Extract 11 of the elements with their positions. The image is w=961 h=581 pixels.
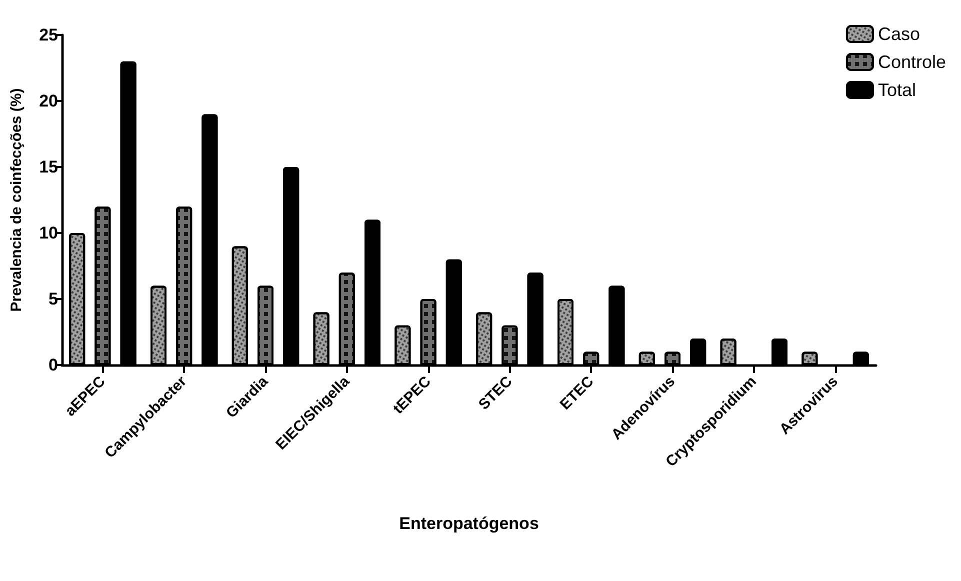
y-tick-label: 10: [39, 224, 58, 242]
x-axis-title: Enteropatógenos: [399, 514, 539, 533]
y-tick-label: 20: [39, 92, 58, 110]
y-tick-label: 5: [48, 290, 58, 308]
y-tick-label: 25: [39, 26, 58, 44]
y-axis-title: Prevalencia de coinfecções (%): [8, 88, 25, 312]
legend-label: Caso: [878, 24, 920, 44]
y-tick-label: 0: [48, 356, 58, 374]
legend-label: Controle: [878, 52, 946, 72]
y-tick-label: 15: [39, 158, 58, 176]
legend-label: Total: [878, 80, 916, 100]
